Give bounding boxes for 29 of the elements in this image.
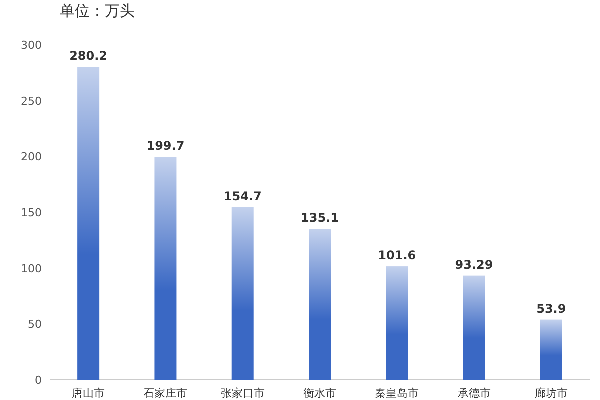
bar — [386, 266, 408, 380]
y-tick-label: 100 — [21, 262, 42, 276]
data-label: 135.1 — [301, 211, 339, 226]
data-label: 199.7 — [146, 139, 185, 153]
data-label: 53.9 — [536, 302, 566, 316]
bar — [463, 276, 486, 380]
data-label: 93.29 — [455, 258, 494, 272]
chart-subtitle: 单位：万头 — [60, 2, 135, 20]
x-tick-label: 唐山市 — [72, 387, 106, 400]
bar — [232, 207, 254, 380]
x-tick-label: 张家口市 — [220, 387, 265, 400]
x-tick-label: 衡水市 — [304, 387, 336, 400]
data-label: 154.7 — [224, 189, 262, 204]
y-tick-label: 250 — [21, 94, 42, 108]
y-tick-label: 50 — [28, 318, 42, 332]
bar — [78, 67, 100, 380]
x-tick-label: 秦皇岛市 — [375, 387, 420, 400]
bar — [154, 157, 177, 380]
bar — [540, 320, 562, 380]
x-tick-label: 承德市 — [458, 387, 491, 400]
data-label: 101.6 — [378, 248, 416, 263]
x-tick-label: 廊坊市 — [534, 387, 568, 400]
y-tick-label: 0 — [35, 374, 42, 387]
y-tick-label: 300 — [21, 39, 42, 52]
y-tick-label: 200 — [21, 150, 42, 164]
bar — [309, 229, 331, 380]
y-tick-label: 150 — [21, 206, 42, 220]
data-label: 280.2 — [70, 49, 108, 64]
x-tick-label: 石家庄市 — [144, 387, 188, 400]
